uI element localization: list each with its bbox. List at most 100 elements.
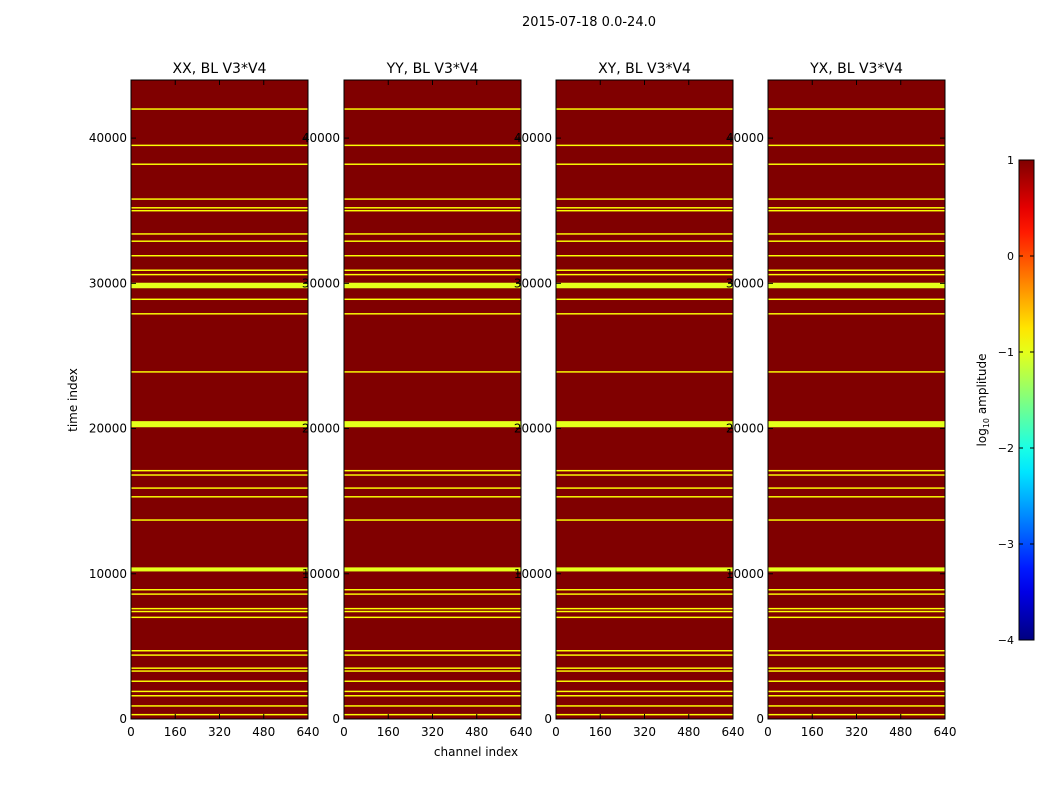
colorbar-label-subscript: 10 [982,418,991,428]
flagged-row [768,690,945,693]
y-tick-label: 20000 [514,422,552,436]
flagged-row [131,680,308,682]
flagged-row [556,567,733,572]
flagged-row [768,680,945,682]
flagged-row [131,519,308,521]
flagged-row [131,670,308,672]
y-tick-label: 40000 [726,131,764,145]
flagged-row [556,233,733,235]
panels: XX, BL V3*V4 0 160 320 480 640 0 10000 20000 3000… [89,61,957,739]
flagged-row [344,474,521,476]
flagged-row [768,198,945,200]
heatmap-background [768,80,945,719]
x-tick-label: 0 [340,725,348,739]
panel: XY, BL V3*V4 0 160 320 480 640 0 10000 20000 3000… [514,61,745,739]
flagged-row [344,198,521,200]
y-tick-label: 40000 [89,131,127,145]
panel-title: XY, BL V3*V4 [598,61,691,77]
x-tick-label: 320 [421,725,444,739]
colorbar-gradient [1019,160,1034,640]
flagged-row [131,616,308,619]
flagged-row [131,650,308,652]
y-tick-label: 20000 [89,422,127,436]
flagged-row [556,144,733,147]
flagged-row [131,593,308,595]
x-tick-label: 640 [297,725,320,739]
colorbar-tick-label: −2 [998,442,1014,455]
flagged-row [556,519,733,521]
y-tick-label: 20000 [726,422,764,436]
flagged-row [131,607,308,610]
panel: XX, BL V3*V4 0 160 320 480 640 0 10000 20000 3000… [89,61,320,739]
flagged-row [768,496,945,498]
flagged-row [344,667,521,669]
flagged-row [556,474,733,476]
y-tick-label: 40000 [514,131,552,145]
flagged-row [344,421,521,428]
y-tick-label: 0 [756,712,764,726]
x-axis-label: channel index [434,745,518,759]
flagged-row [556,593,733,595]
x-tick-label: 480 [677,725,700,739]
colorbar-tick-label: −3 [998,538,1014,551]
flagged-row [131,209,308,212]
flagged-row [344,670,521,672]
flagged-row [768,519,945,521]
flagged-row [344,610,521,613]
y-tick-label: 0 [119,712,127,726]
flagged-row [344,371,521,373]
flagged-row [768,667,945,669]
panel-title: YY, BL V3*V4 [386,61,479,77]
flagged-row [556,667,733,669]
flagged-row [344,209,521,212]
flagged-row [768,650,945,652]
flagged-row [344,233,521,235]
flagged-row [556,690,733,693]
flagged-row [131,240,308,242]
flagged-row [344,282,521,289]
flagged-row [556,654,733,656]
colorbar-tick-label: −1 [998,346,1014,359]
flagged-row [344,496,521,498]
flagged-row [131,705,308,707]
flagged-row [344,589,521,591]
x-tick-label: 160 [164,725,187,739]
flagged-row [768,313,945,315]
y-tick-label: 30000 [726,276,764,290]
y-tick-label: 30000 [302,276,340,290]
flagged-row [131,487,308,489]
flagged-row [344,240,521,242]
flagged-row [768,371,945,373]
flagged-row [556,610,733,613]
y-tick-label: 10000 [89,567,127,581]
flagged-row [344,680,521,682]
flagged-row [768,670,945,672]
y-tick-label: 30000 [89,276,127,290]
flagged-row [131,567,308,572]
flagged-row [768,273,945,276]
flagged-row [768,469,945,472]
heatmap-background [344,80,521,719]
flagged-row [131,695,308,697]
flagged-row [131,163,308,165]
flagged-row [556,487,733,489]
flagged-row [131,198,308,200]
flagged-row [556,273,733,276]
flagged-row [556,108,733,110]
flagged-row [556,421,733,428]
flagged-row [131,496,308,498]
flagged-row [556,254,733,257]
x-tick-label: 640 [934,725,957,739]
flagged-row [344,469,521,472]
flagged-row [556,282,733,289]
flagged-row [768,108,945,110]
flagged-row [344,163,521,165]
flagged-row [131,589,308,591]
y-tick-label: 40000 [302,131,340,145]
flagged-row [344,254,521,257]
flagged-row [768,298,945,301]
flagged-row [131,421,308,428]
flagged-row [344,650,521,652]
